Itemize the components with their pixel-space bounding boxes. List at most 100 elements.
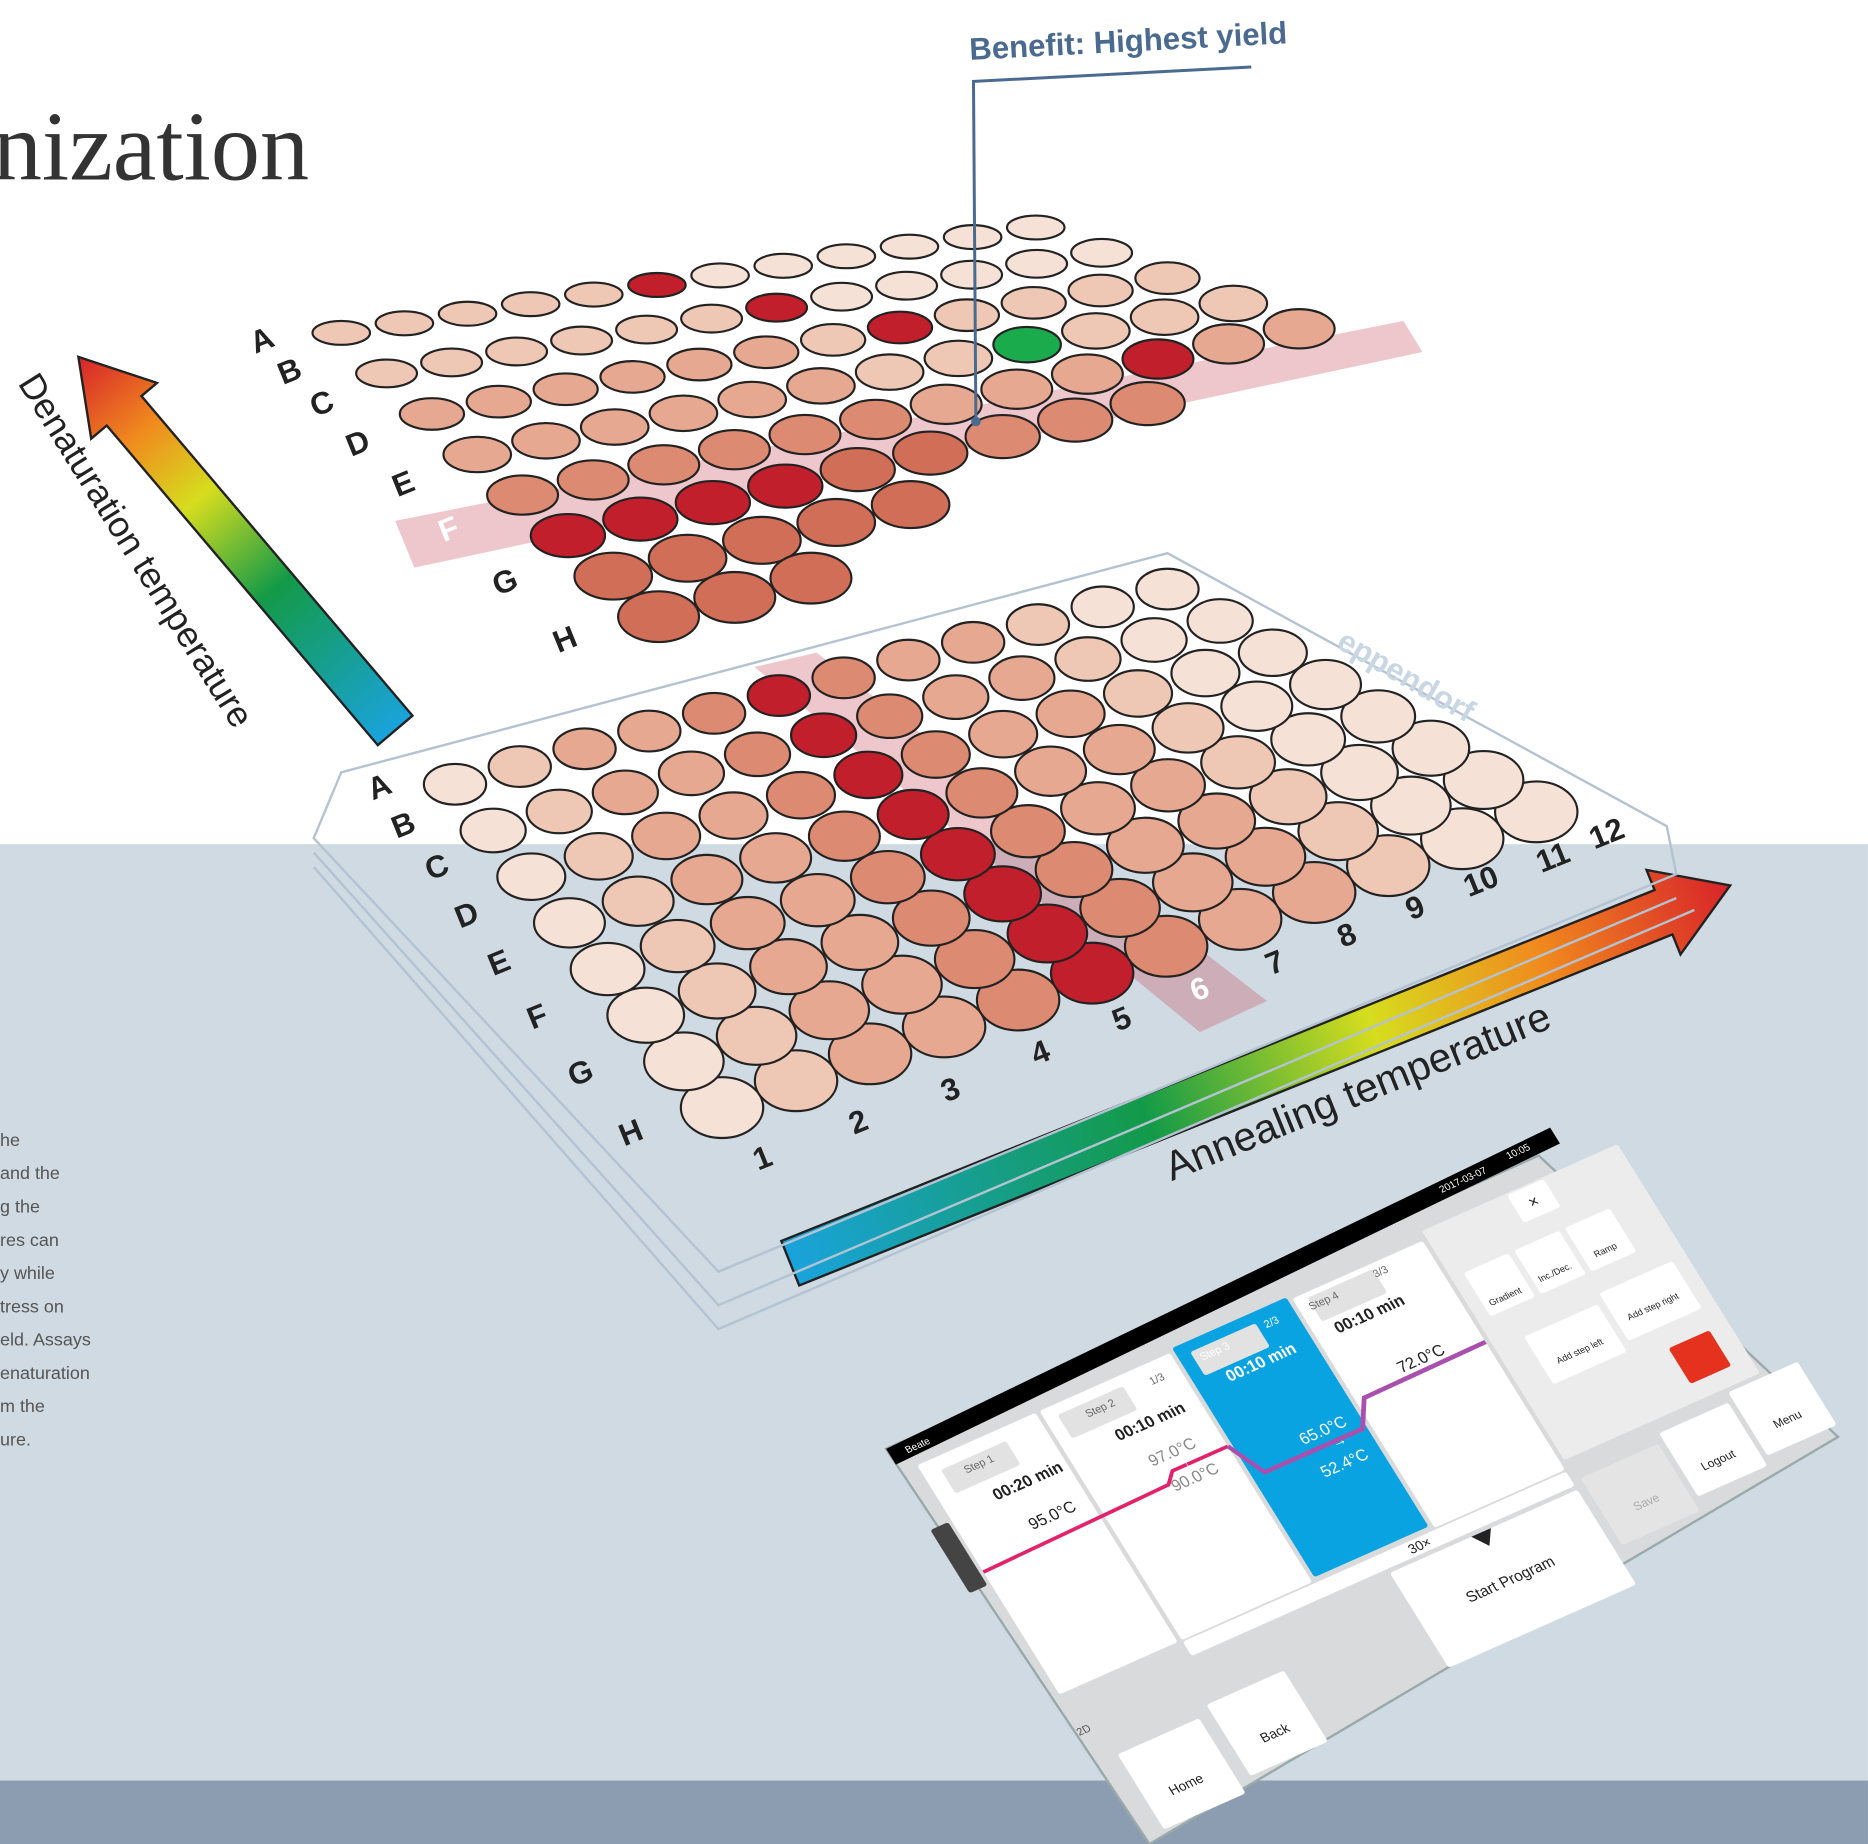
plate-outline xyxy=(312,551,1678,1274)
well xyxy=(1034,840,1114,899)
temp-line xyxy=(982,1444,1229,1574)
body-line: g the xyxy=(0,1196,40,1216)
well xyxy=(1270,712,1347,767)
scene: nization Denaturation temperature Anneal… xyxy=(0,15,1868,1844)
logout-button[interactable] xyxy=(1659,1403,1768,1497)
body-line: eld. Assays xyxy=(0,1330,91,1350)
well xyxy=(693,570,777,624)
well xyxy=(1129,298,1200,336)
well xyxy=(722,515,802,565)
well xyxy=(1049,941,1135,1005)
well xyxy=(746,674,812,718)
menu-button[interactable] xyxy=(1728,1362,1837,1456)
well xyxy=(599,360,666,394)
back-button[interactable] xyxy=(1206,1670,1328,1776)
cycle-bar xyxy=(1183,1472,1574,1656)
well xyxy=(670,853,744,906)
well xyxy=(1134,261,1201,296)
screen-text: 3/3 xyxy=(1371,1264,1391,1280)
row-label: C xyxy=(305,383,339,424)
well xyxy=(799,322,867,357)
well xyxy=(839,398,913,441)
tool-button[interactable] xyxy=(1464,1253,1536,1316)
well xyxy=(769,551,853,605)
well xyxy=(1186,598,1254,644)
well xyxy=(866,310,934,345)
step-panel[interactable] xyxy=(1172,1297,1429,1577)
well xyxy=(849,849,926,905)
well xyxy=(615,314,679,345)
well xyxy=(753,252,814,279)
well xyxy=(975,968,1061,1032)
well xyxy=(816,243,877,270)
well xyxy=(1120,617,1188,663)
well xyxy=(602,496,679,542)
well xyxy=(690,262,750,289)
well xyxy=(765,770,837,820)
well xyxy=(1067,273,1134,308)
well xyxy=(627,271,687,299)
tool-button[interactable] xyxy=(1599,1261,1702,1341)
well xyxy=(861,954,943,1015)
well xyxy=(891,889,971,947)
well xyxy=(810,281,874,312)
well xyxy=(833,750,904,800)
tool-button[interactable] xyxy=(1524,1304,1627,1384)
well xyxy=(487,745,552,788)
well xyxy=(485,336,549,367)
well xyxy=(1079,877,1161,938)
tool-panel xyxy=(1422,1144,1759,1460)
well xyxy=(550,325,614,356)
well xyxy=(617,590,701,644)
well xyxy=(909,383,983,426)
well xyxy=(940,259,1004,290)
well xyxy=(749,938,828,996)
start-icon xyxy=(1471,1528,1491,1546)
well xyxy=(647,533,728,583)
well xyxy=(1151,852,1234,913)
screen-text: 2/3 xyxy=(1262,1314,1282,1330)
well xyxy=(788,980,871,1041)
well xyxy=(876,788,950,841)
well xyxy=(569,941,646,997)
step-chip xyxy=(1058,1386,1137,1438)
body-line: res can xyxy=(0,1230,59,1250)
callout-dot xyxy=(971,416,981,427)
well xyxy=(442,435,513,474)
well xyxy=(942,224,1003,251)
body-line: and the xyxy=(0,1163,60,1183)
well xyxy=(945,767,1019,819)
home-button[interactable] xyxy=(1118,1718,1246,1829)
well xyxy=(992,325,1062,364)
well xyxy=(617,709,682,753)
well xyxy=(892,430,969,476)
close-button[interactable] xyxy=(1507,1179,1561,1223)
well xyxy=(1005,603,1071,647)
well xyxy=(648,394,719,433)
side-tab[interactable] xyxy=(930,1522,987,1593)
row-label: G xyxy=(487,561,523,603)
well xyxy=(963,865,1043,923)
screen-text: 2D xyxy=(1075,1723,1094,1739)
well xyxy=(820,913,900,972)
well xyxy=(639,918,716,974)
well xyxy=(923,339,994,378)
well xyxy=(1060,781,1136,836)
well xyxy=(1151,702,1225,754)
well xyxy=(1135,567,1200,611)
delete-button[interactable] xyxy=(1668,1330,1731,1384)
well xyxy=(964,413,1041,460)
well xyxy=(1320,743,1399,802)
row-label: H xyxy=(548,619,582,660)
well xyxy=(511,421,581,460)
well xyxy=(1442,749,1525,811)
save-button[interactable] xyxy=(1581,1444,1700,1546)
well xyxy=(1170,648,1241,698)
start-button[interactable] xyxy=(1390,1490,1636,1668)
tool-button[interactable] xyxy=(1565,1208,1637,1271)
well xyxy=(733,335,800,370)
tool-button[interactable] xyxy=(1514,1231,1586,1294)
well xyxy=(1105,816,1185,874)
well xyxy=(919,827,996,882)
